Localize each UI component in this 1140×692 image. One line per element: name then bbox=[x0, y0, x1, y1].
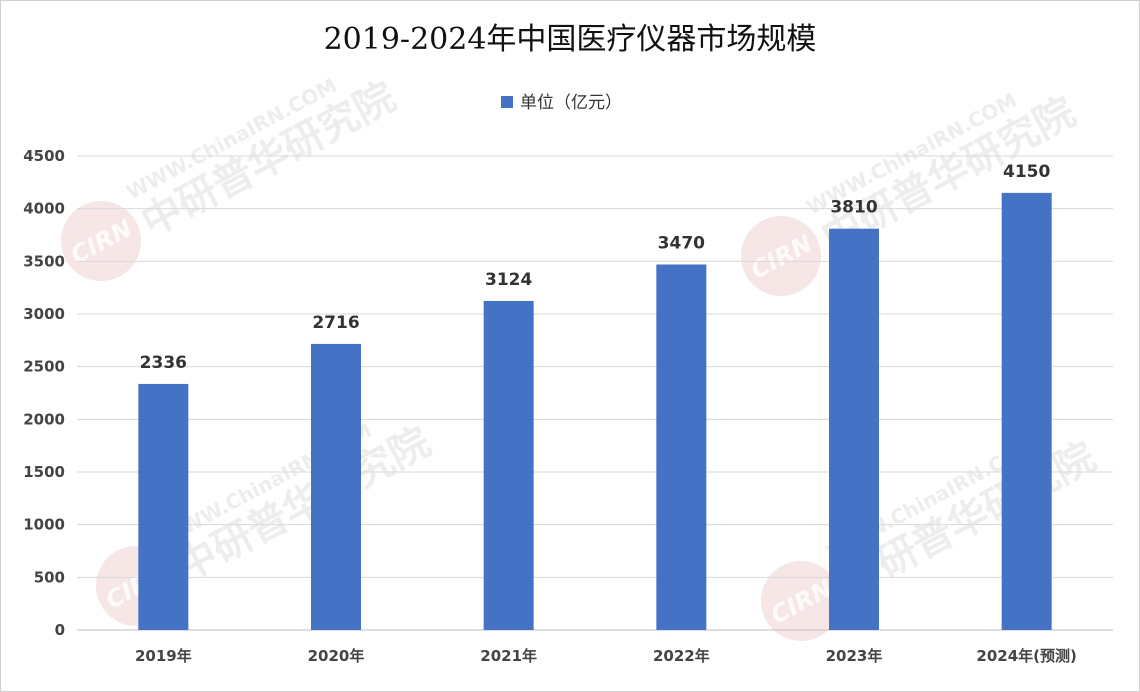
y-tick-label: 500 bbox=[34, 568, 65, 586]
legend: 单位（亿元） bbox=[501, 93, 622, 113]
bar bbox=[656, 264, 707, 630]
data-label: 3810 bbox=[830, 198, 877, 218]
data-label: 3124 bbox=[485, 270, 532, 290]
bar bbox=[311, 343, 361, 630]
y-tick-label: 3500 bbox=[23, 252, 65, 270]
x-axis-ticks: 2019年 2020年 2021年 2022年 2023年 2024年(预测) bbox=[135, 647, 1077, 665]
y-tick-label: 4500 bbox=[23, 147, 65, 165]
bar bbox=[138, 383, 189, 630]
x-tick-label: 2021年 bbox=[480, 647, 537, 665]
x-tick-label: 2023年 bbox=[826, 647, 883, 665]
bar bbox=[829, 228, 879, 630]
y-tick-label: 2000 bbox=[23, 410, 65, 428]
y-tick-label: 0 bbox=[55, 621, 65, 639]
legend-swatch bbox=[501, 96, 513, 108]
watermark-logo-circle bbox=[761, 561, 841, 641]
x-tick-label: 2024年(预测) bbox=[976, 647, 1076, 665]
watermark-logo-circle bbox=[741, 216, 821, 296]
y-tick-label: 1000 bbox=[23, 516, 65, 534]
bar bbox=[483, 300, 534, 630]
bar bbox=[1001, 192, 1052, 630]
data-label: 3470 bbox=[658, 233, 705, 253]
y-axis-ticks: 0 500 1000 1500 2000 2500 3000 3500 4000 4500 bbox=[23, 147, 65, 639]
data-label: 4150 bbox=[1003, 162, 1050, 182]
x-tick-label: 2019年 bbox=[135, 647, 192, 665]
chart-title: 2019-2024年中国医疗仪器市场规模 bbox=[324, 22, 817, 57]
data-label: 2716 bbox=[312, 313, 359, 333]
data-label: 2336 bbox=[140, 353, 187, 373]
x-tick-label: 2022年 bbox=[653, 647, 710, 665]
y-tick-label: 2500 bbox=[23, 358, 65, 376]
y-tick-label: 1500 bbox=[23, 463, 65, 481]
data-labels: 2336 2716 3124 3470 3810 4150 bbox=[140, 162, 1051, 373]
legend-label: 单位（亿元） bbox=[520, 93, 622, 113]
y-tick-label: 4000 bbox=[23, 200, 65, 218]
x-tick-label: 2020年 bbox=[308, 647, 365, 665]
y-tick-label: 3000 bbox=[23, 305, 65, 323]
gridlines bbox=[77, 155, 1113, 631]
bars bbox=[138, 192, 1052, 630]
